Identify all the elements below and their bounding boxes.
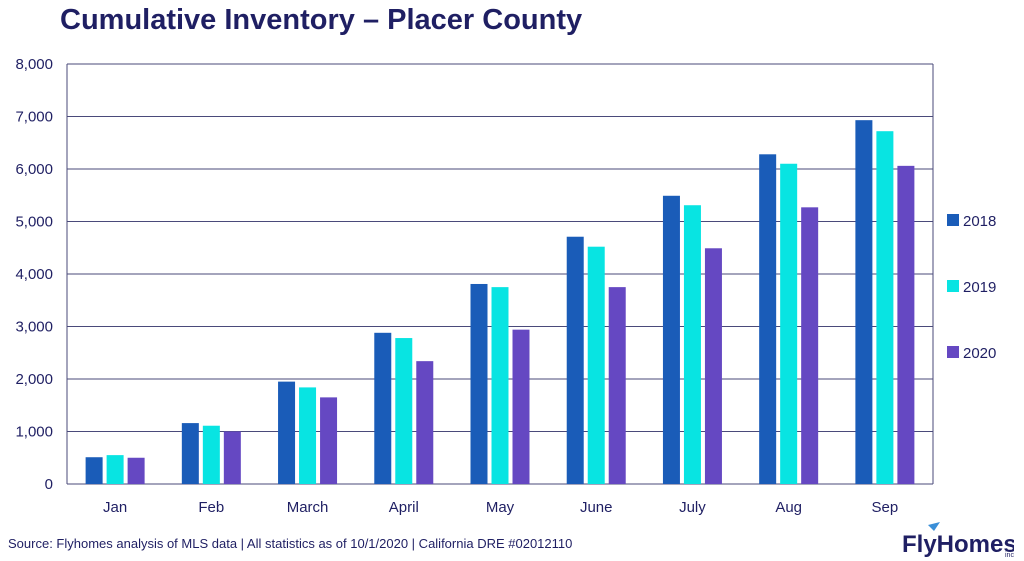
y-tick-label: 5,000 bbox=[15, 214, 53, 231]
bar-2019 bbox=[683, 205, 701, 484]
legend-swatch-2018 bbox=[947, 214, 959, 226]
bar-2019 bbox=[876, 131, 894, 484]
bar-2019 bbox=[780, 163, 798, 484]
y-tick-label: 4,000 bbox=[15, 266, 53, 283]
x-tick-label: July bbox=[679, 499, 706, 516]
bar-2019 bbox=[202, 425, 220, 484]
bar-2019 bbox=[299, 387, 317, 484]
y-tick-label: 3,000 bbox=[15, 319, 53, 336]
bar-2020 bbox=[416, 361, 434, 484]
bar-2018 bbox=[566, 236, 584, 484]
legend-label: 2019 bbox=[963, 279, 996, 296]
bar-2020 bbox=[223, 431, 241, 484]
bar-2019 bbox=[106, 455, 124, 484]
bar-chart: 0 1,000 2,000 3,000 4,000 5,000 6,000 7,000 8,00… bbox=[15, 56, 996, 516]
bar-2019 bbox=[587, 246, 605, 484]
y-tick-label: 0 bbox=[45, 476, 53, 493]
legend-swatch-2019 bbox=[947, 280, 959, 292]
y-tick-label: 6,000 bbox=[15, 161, 53, 178]
logo-text: FlyHomes bbox=[902, 531, 1014, 558]
bar-2020 bbox=[897, 165, 915, 484]
x-tick-label: Sep bbox=[872, 499, 899, 516]
bar-2020 bbox=[608, 287, 626, 484]
source-note: Source: Flyhomes analysis of MLS data | … bbox=[8, 536, 573, 551]
bar-2018 bbox=[470, 283, 488, 484]
x-tick-label: May bbox=[486, 499, 515, 516]
x-tick-label: June bbox=[580, 499, 613, 516]
x-tick-label: April bbox=[389, 499, 419, 516]
bar-2018 bbox=[374, 332, 392, 484]
bar-2020 bbox=[704, 248, 722, 484]
bars bbox=[85, 120, 915, 485]
x-tick-label: Aug bbox=[775, 499, 802, 516]
chart-title: Cumulative Inventory – Placer County bbox=[60, 4, 583, 36]
x-tick-label: Feb bbox=[198, 499, 224, 516]
bar-2019 bbox=[491, 287, 509, 484]
y-tick-label: 7,000 bbox=[15, 109, 53, 126]
bar-2020 bbox=[801, 207, 819, 484]
bar-2020 bbox=[320, 397, 338, 484]
y-axis-ticks: 0 1,000 2,000 3,000 4,000 5,000 6,000 7,000 8,00… bbox=[15, 56, 53, 493]
y-tick-label: 1,000 bbox=[15, 424, 53, 441]
x-axis-ticks: Jan Feb March April May June July Aug Sep bbox=[103, 499, 898, 516]
legend-label: 2018 bbox=[963, 213, 996, 230]
bar-2020 bbox=[512, 329, 530, 484]
bar-2020 bbox=[127, 457, 145, 484]
x-tick-label: Jan bbox=[103, 499, 127, 516]
y-tick-label: 8,000 bbox=[15, 56, 53, 73]
legend-swatch-2020 bbox=[947, 346, 959, 358]
x-tick-label: March bbox=[287, 499, 329, 516]
bar-2018 bbox=[85, 457, 103, 484]
logo-wing-icon bbox=[928, 522, 940, 531]
legend: 2018 2019 2020 bbox=[947, 213, 996, 362]
bar-2018 bbox=[662, 195, 680, 484]
y-tick-label: 2,000 bbox=[15, 371, 53, 388]
logo-sub: inc bbox=[1005, 552, 1014, 558]
bar-2018 bbox=[855, 120, 873, 485]
legend-label: 2020 bbox=[963, 345, 996, 362]
bar-2018 bbox=[759, 154, 777, 485]
bar-2019 bbox=[395, 338, 413, 484]
bar-2018 bbox=[278, 381, 296, 484]
flyhomes-logo: FlyHomes inc bbox=[902, 522, 1014, 558]
bar-2018 bbox=[181, 423, 199, 484]
